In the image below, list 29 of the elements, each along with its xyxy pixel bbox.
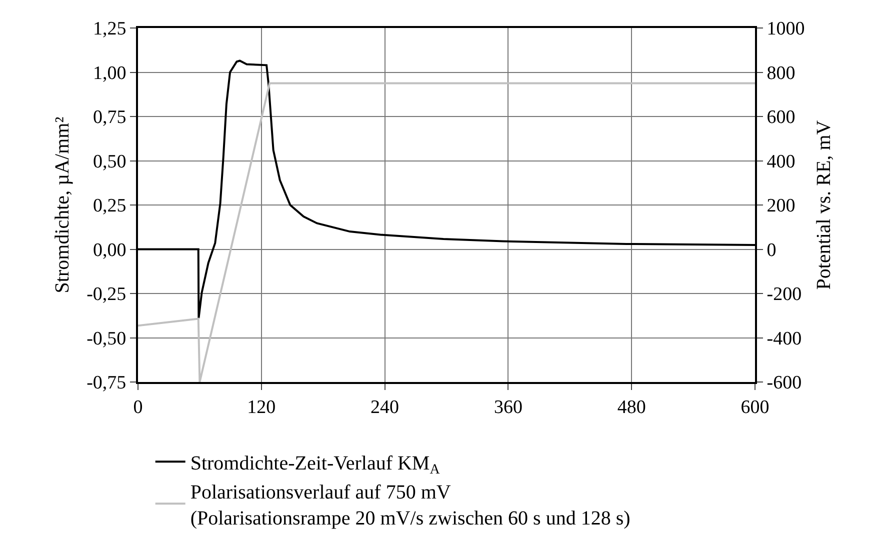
- y-axis-title: Stromdichte, µA/mm²: [52, 116, 74, 294]
- y-tick-label: -0,25: [86, 284, 126, 306]
- y2-tick-label: -400: [766, 328, 802, 350]
- y2-tick-label: 200: [766, 196, 796, 217]
- x-tick-label: 120: [247, 396, 276, 418]
- y2-tick-label: 1000: [766, 18, 805, 40]
- y2-tick-label: -600: [766, 372, 802, 394]
- y-tick-label: 0,75: [92, 107, 126, 128]
- x-tick-label: 240: [370, 396, 400, 418]
- legend-label: Stromdichte-Zeit-Verlauf KM$_{A}$: [190, 452, 441, 478]
- y-tick-label: 0,00: [92, 240, 126, 261]
- legend-label: Polarisationsverlauf auf 750 mV (Polarisationsrampe 20 mV/s zwischen 60 s und 128 s): [190, 481, 630, 530]
- y-tick-label: 1,25: [92, 18, 126, 40]
- y2-tick-label: 600: [766, 107, 796, 128]
- y2-axis-title: Potential vs. RE, mV: [812, 120, 835, 290]
- y-tick-label: -0,50: [86, 328, 126, 350]
- line-series: [138, 82, 755, 382]
- y2-tick-label: 800: [766, 62, 796, 84]
- y2-tick-label: -200: [766, 284, 802, 306]
- y-tick-label: 0,50: [92, 151, 126, 172]
- x-tick-label: 360: [494, 396, 522, 418]
- x-tick-label: 0: [133, 396, 143, 418]
- y2-tick-label: 0: [766, 240, 776, 261]
- y-tick-label: 0,25: [92, 196, 126, 217]
- y2-tick-label: 400: [766, 151, 796, 172]
- x-tick-label: 480: [617, 396, 646, 418]
- y-tick-label: -0,75: [86, 372, 126, 394]
- y-tick-label: 1,00: [92, 62, 126, 84]
- x-tick-label: 600: [740, 396, 770, 418]
